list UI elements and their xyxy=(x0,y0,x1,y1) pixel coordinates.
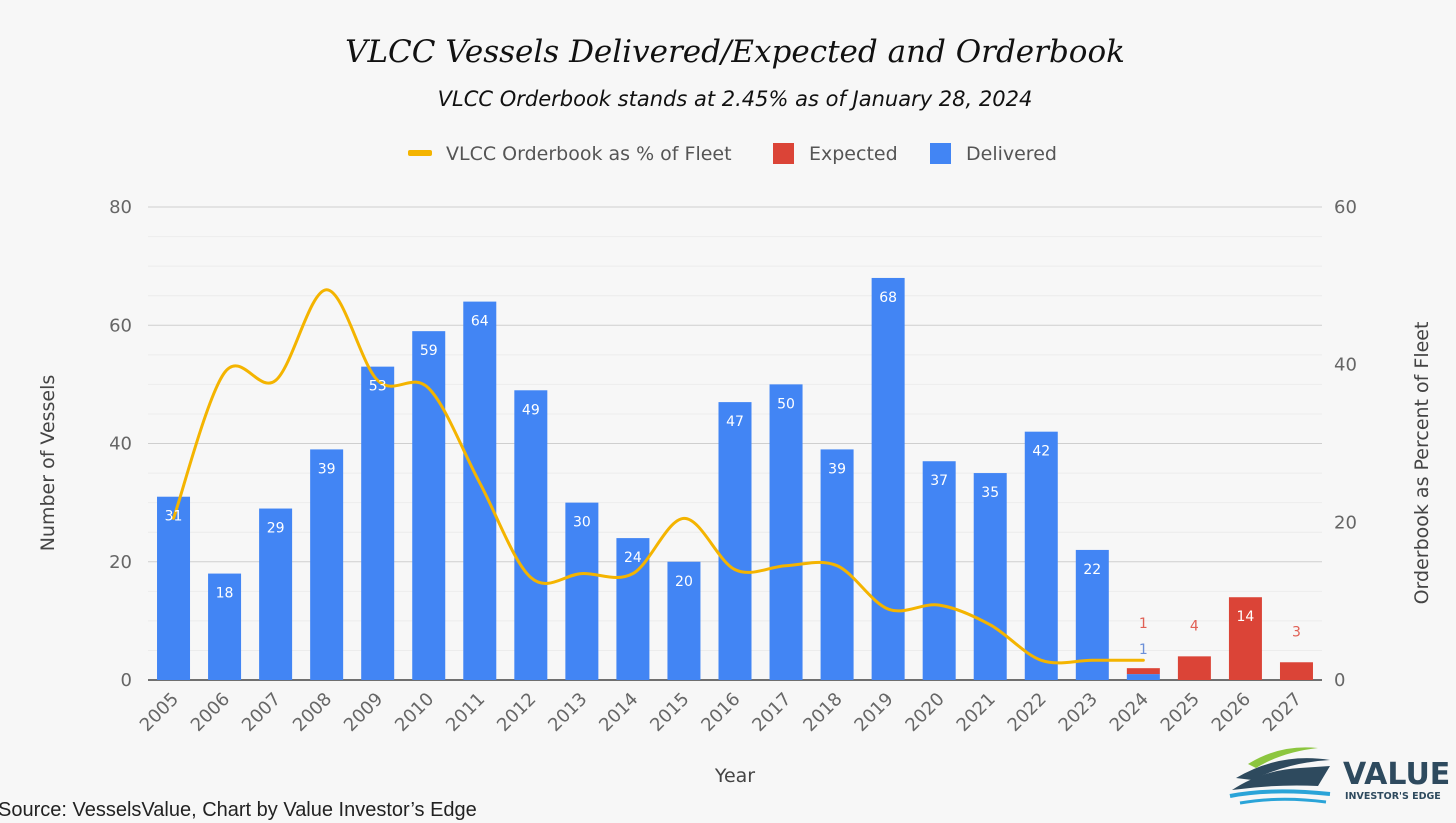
bars xyxy=(157,277,1313,680)
y2-axis-title: Orderbook as Percent of Fleet xyxy=(1411,322,1433,605)
delivered-bar-label: 39 xyxy=(828,461,846,477)
delivered-bar-label: 30 xyxy=(573,515,591,531)
delivered-bar-label: 50 xyxy=(777,396,795,412)
logo-tagline: INVESTOR'S EDGE xyxy=(1345,791,1441,802)
delivered-bar-label: 64 xyxy=(471,314,489,330)
y-tick-label: 0 xyxy=(121,670,132,691)
delivered-bar xyxy=(1024,431,1058,680)
delivered-bar-label: 31 xyxy=(165,509,183,525)
left-axis-ticks: 0 20 40 60 80 xyxy=(109,197,132,691)
delivered-bar-label: 18 xyxy=(216,586,234,602)
delivered-bar-label: 68 xyxy=(879,290,897,306)
expected-bar xyxy=(1126,668,1160,675)
y2-tick-label: 60 xyxy=(1334,197,1357,218)
delivered-bar xyxy=(769,384,803,680)
chart-title: VLCC Vessels Delivered/Expected and Orde… xyxy=(345,34,1125,70)
delivered-bar xyxy=(871,277,905,680)
delivered-bar-label: 35 xyxy=(981,485,999,501)
delivered-bar xyxy=(157,496,191,680)
legend-delivered-swatch xyxy=(930,143,951,164)
y-tick-label: 40 xyxy=(109,434,132,455)
delivered-bar xyxy=(565,502,599,680)
x-axis-title: Year xyxy=(714,765,755,787)
bar-labels: 3118293953596449302420475039683735422211… xyxy=(165,290,1301,658)
delivered-bar xyxy=(1126,674,1160,680)
y-tick-label: 60 xyxy=(109,315,132,336)
delivered-bar xyxy=(361,366,395,680)
logo-name: VALUE xyxy=(1343,757,1450,792)
expected-bar-label: 4 xyxy=(1190,618,1199,634)
delivered-bar xyxy=(514,390,548,680)
chart-subtitle: VLCC Orderbook stands at 2.45% as of Jan… xyxy=(438,87,1033,111)
legend-label-expected: Expected xyxy=(809,143,898,165)
delivered-bar xyxy=(1075,549,1109,680)
delivered-bar xyxy=(208,573,242,680)
delivered-bar-label: 37 xyxy=(930,473,948,489)
delivered-bar-label: 42 xyxy=(1032,444,1050,460)
y2-tick-label: 0 xyxy=(1334,670,1345,691)
delivered-bar xyxy=(718,402,752,680)
expected-bar xyxy=(1228,597,1262,680)
delivered-bar xyxy=(922,461,956,680)
delivered-bar-label: 22 xyxy=(1083,562,1101,578)
delivered-bar-label: 53 xyxy=(369,379,387,395)
right-axis-ticks: 0 20 40 60 xyxy=(1334,197,1357,691)
y2-tick-label: 40 xyxy=(1334,355,1357,376)
y-tick-label: 80 xyxy=(109,197,132,218)
source-note: Source: VesselsValue, Chart by Value Inv… xyxy=(0,799,477,821)
delivered-bar xyxy=(973,473,1007,680)
expected-bar xyxy=(1177,656,1211,680)
legend-expected-swatch xyxy=(773,143,794,164)
delivered-bar-label: 49 xyxy=(522,402,540,418)
legend-line-swatch xyxy=(408,150,432,156)
y2-tick-label: 20 xyxy=(1334,512,1357,533)
delivered-bar-label: 20 xyxy=(675,574,693,590)
orderbook-line xyxy=(172,288,1145,665)
delivered-bar xyxy=(259,508,293,680)
legend: VLCC Orderbook as % of Fleet Expected De… xyxy=(408,143,1057,165)
delivered-bar-label: 1 xyxy=(1139,642,1148,658)
delivered-bar-label: 29 xyxy=(267,521,285,537)
y-axis-title: Number of Vessels xyxy=(37,375,59,552)
delivered-bar-label: 39 xyxy=(318,461,336,477)
expected-bar-label: 3 xyxy=(1292,624,1301,640)
expected-bar-label: 1 xyxy=(1139,616,1148,632)
ship-logo-icon xyxy=(1229,747,1331,805)
value-investors-edge-logo: VALUE INVESTOR'S EDGE xyxy=(1229,747,1450,805)
delivered-bar-label: 59 xyxy=(420,343,438,359)
expected-bar xyxy=(1279,662,1313,680)
legend-label-delivered: Delivered xyxy=(966,143,1057,165)
delivered-bar-label: 24 xyxy=(624,550,642,566)
expected-bar-label: 14 xyxy=(1237,609,1255,625)
legend-label-orderbook: VLCC Orderbook as % of Fleet xyxy=(446,143,732,165)
delivered-bar-label: 47 xyxy=(726,414,744,430)
y-tick-label: 20 xyxy=(109,552,132,573)
orderbook-line-path xyxy=(172,288,1145,665)
delivered-bar xyxy=(310,449,344,680)
delivered-bar xyxy=(463,301,497,680)
delivered-bar xyxy=(667,561,701,680)
